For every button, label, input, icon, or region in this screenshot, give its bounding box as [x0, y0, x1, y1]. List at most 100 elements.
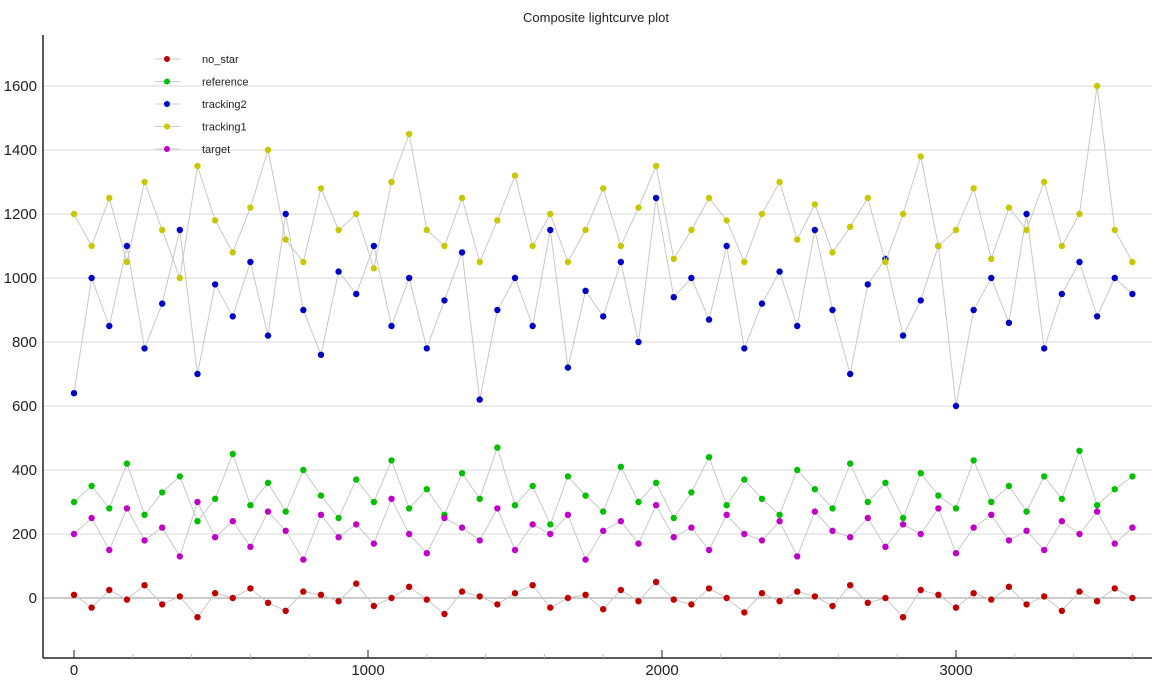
data-point-target: [635, 540, 642, 547]
data-point-tracking1: [741, 258, 748, 266]
data-point-target: [1111, 540, 1118, 547]
data-point-no_star: [846, 582, 854, 589]
data-point-tracking1: [211, 217, 219, 224]
y-tick-label: 600: [12, 398, 37, 415]
data-point-tracking2: [229, 313, 236, 320]
legend-label: reference: [202, 77, 248, 89]
data-point-tracking1: [1023, 226, 1030, 234]
data-point-reference: [423, 486, 430, 493]
data-point-tracking2: [794, 322, 801, 330]
data-point-reference: [600, 508, 607, 515]
data-point-no_star: [405, 583, 413, 590]
legend-marker-target: [164, 146, 170, 152]
data-point-tracking1: [1058, 242, 1066, 250]
legend-marker-tracking2: [164, 101, 170, 107]
data-point-reference: [899, 514, 907, 522]
data-point-reference: [388, 457, 395, 464]
data-point-reference: [635, 498, 642, 506]
data-point-tracking2: [988, 274, 995, 282]
data-point-tracking2: [159, 300, 166, 307]
data-point-target: [652, 502, 660, 509]
data-point-no_star: [300, 588, 307, 595]
data-point-target: [670, 534, 677, 541]
y-tick-label: 1000: [4, 270, 37, 287]
data-point-tracking1: [1093, 82, 1101, 90]
data-point-tracking1: [600, 185, 607, 192]
data-point-reference: [652, 479, 660, 486]
data-point-tracking2: [476, 396, 483, 403]
data-point-tracking2: [1111, 274, 1118, 282]
data-point-tracking2: [1041, 345, 1048, 352]
legend-label: no_star: [202, 54, 239, 66]
data-point-tracking2: [511, 274, 519, 282]
data-point-no_star: [705, 585, 713, 592]
data-point-tracking1: [476, 258, 483, 266]
data-point-tracking1: [794, 236, 801, 243]
data-point-tracking1: [423, 226, 430, 234]
data-point-tracking1: [370, 265, 378, 272]
data-point-tracking1: [529, 242, 536, 250]
data-point-target: [370, 540, 378, 547]
data-point-reference: [282, 508, 289, 515]
data-point-no_star: [1129, 594, 1136, 602]
data-point-no_star: [1058, 607, 1066, 614]
data-point-target: [300, 556, 307, 563]
data-point-reference: [1129, 473, 1136, 480]
data-point-reference: [405, 505, 413, 512]
data-point-target: [564, 511, 572, 518]
legend-marker-no_star: [164, 56, 170, 62]
data-point-reference: [952, 505, 960, 512]
data-point-no_star: [441, 610, 448, 618]
data-point-tracking2: [405, 274, 413, 282]
data-point-target: [264, 508, 272, 515]
data-point-target: [70, 530, 78, 538]
data-point-reference: [370, 498, 378, 506]
data-point-target: [88, 514, 95, 522]
data-point-tracking2: [723, 242, 730, 250]
data-point-no_star: [864, 599, 871, 606]
data-point-reference: [723, 502, 730, 509]
data-point-tracking2: [106, 322, 113, 330]
data-point-reference: [776, 511, 783, 518]
data-point-reference: [547, 521, 554, 528]
data-point-target: [705, 546, 713, 554]
data-point-tracking1: [917, 153, 924, 160]
data-point-no_star: [317, 591, 325, 598]
data-point-no_star: [741, 609, 748, 616]
legend-marker-reference: [164, 78, 170, 85]
data-point-target: [476, 537, 483, 544]
data-point-tracking1: [1076, 210, 1083, 218]
data-point-no_star: [811, 593, 819, 600]
data-point-target: [211, 534, 219, 541]
data-point-tracking1: [1129, 258, 1136, 266]
data-point-reference: [688, 489, 695, 496]
data-point-no_star: [159, 601, 166, 608]
data-point-tracking2: [370, 242, 378, 250]
data-point-no_star: [458, 588, 466, 595]
data-point-tracking1: [176, 274, 184, 282]
data-point-target: [176, 553, 184, 560]
data-point-tracking1: [494, 217, 501, 224]
data-point-tracking2: [811, 226, 819, 234]
data-point-reference: [88, 482, 95, 490]
data-point-target: [335, 534, 342, 541]
data-point-no_star: [547, 604, 554, 611]
data-point-reference: [864, 498, 871, 506]
data-point-tracking2: [864, 281, 871, 288]
data-point-tracking2: [1058, 290, 1066, 298]
data-point-tracking1: [300, 258, 307, 266]
data-point-target: [388, 495, 395, 502]
data-point-target: [882, 543, 889, 550]
data-point-no_star: [1093, 598, 1101, 605]
data-point-tracking1: [882, 258, 889, 266]
data-point-tracking2: [617, 258, 625, 266]
legend-marker-tracking1: [164, 123, 170, 130]
chart-title: Composite lightcurve plot: [523, 10, 669, 25]
data-point-tracking2: [353, 290, 360, 298]
data-point-target: [864, 514, 871, 522]
data-point-reference: [829, 505, 836, 512]
data-point-tracking1: [194, 162, 201, 170]
data-point-target: [106, 546, 113, 554]
data-point-tracking1: [547, 210, 554, 218]
data-point-reference: [70, 498, 78, 506]
